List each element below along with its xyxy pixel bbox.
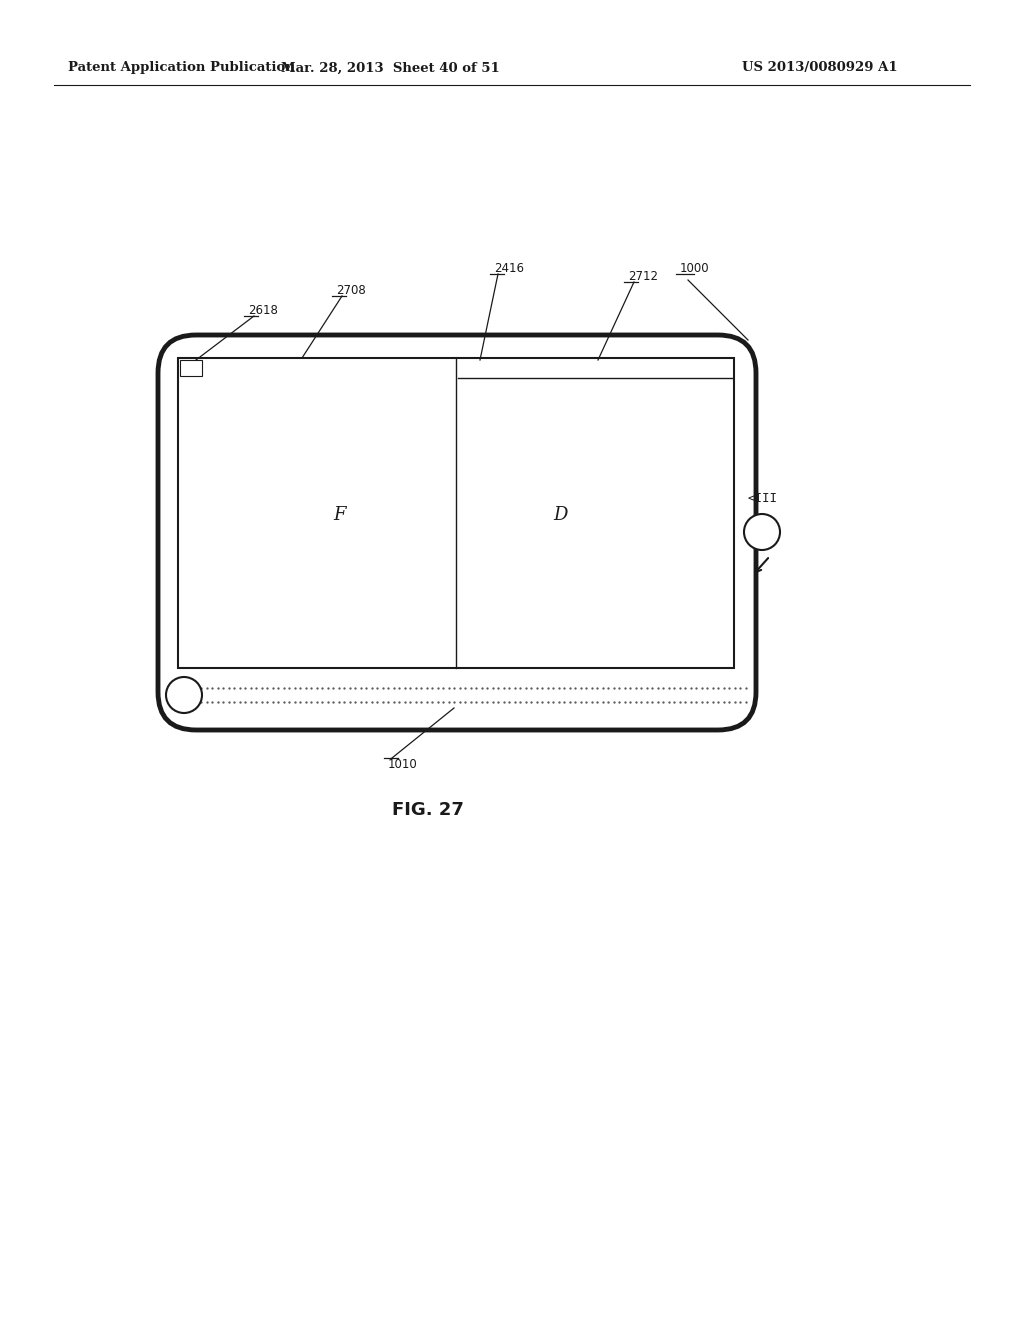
Circle shape (744, 513, 780, 550)
Text: US 2013/0080929 A1: US 2013/0080929 A1 (742, 62, 898, 74)
Text: 2618: 2618 (248, 304, 278, 317)
Bar (180, 360, 202, 376)
Text: Mar. 28, 2013  Sheet 40 of 51: Mar. 28, 2013 Sheet 40 of 51 (281, 62, 500, 74)
Text: 2712: 2712 (628, 269, 658, 282)
Text: Patent Application Publication: Patent Application Publication (68, 62, 295, 74)
Circle shape (166, 677, 202, 713)
Text: 2708: 2708 (336, 284, 366, 297)
Text: 1010: 1010 (388, 758, 418, 771)
Text: FIG. 27: FIG. 27 (392, 801, 464, 818)
FancyBboxPatch shape (158, 335, 756, 730)
Text: 1000: 1000 (680, 261, 710, 275)
Text: D: D (553, 506, 567, 524)
Text: 2416: 2416 (494, 261, 524, 275)
Text: F: F (334, 506, 346, 524)
Bar (178, 358, 734, 668)
Text: <III: <III (746, 491, 777, 504)
